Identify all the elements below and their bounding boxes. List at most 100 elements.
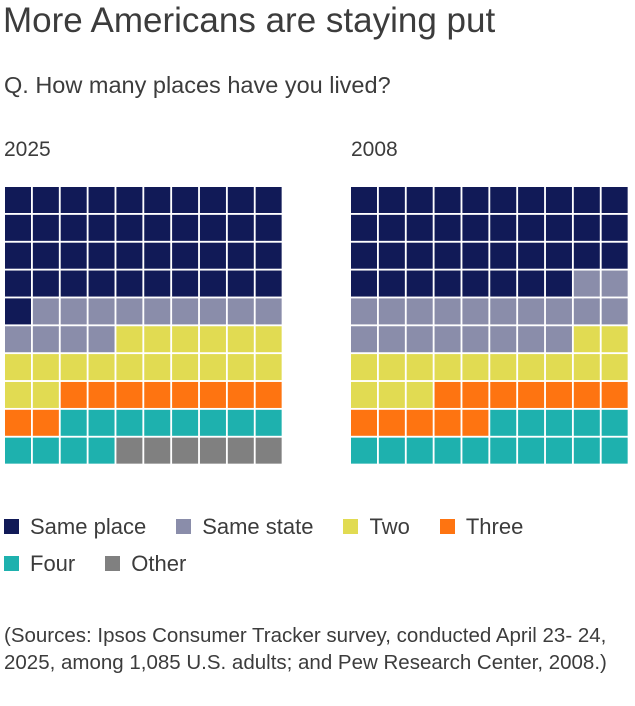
waffle-chart-2008 [351, 187, 628, 464]
waffle-cell-same-place [434, 242, 461, 269]
panel-label-2008: 2008 [351, 138, 398, 161]
waffle-cell-four [5, 437, 31, 464]
source-note: (Sources: Ipsos Consumer Tracker survey,… [4, 624, 607, 674]
waffle-cell-same-place [60, 270, 87, 297]
waffle-cell-four [573, 409, 600, 436]
waffle-cell-four [545, 409, 572, 436]
waffle-cell-same-place [116, 214, 143, 241]
legend-item-four: Four [4, 551, 75, 577]
waffle-cell-two [227, 326, 254, 353]
waffle-cell-same-state [378, 298, 405, 325]
waffle-cell-same-state [255, 298, 282, 325]
waffle-cell-three [434, 381, 461, 408]
waffle-cell-same-state [32, 298, 59, 325]
waffle-cell-two [490, 354, 517, 381]
waffle-cell-two [32, 381, 59, 408]
legend-item-same-place: Same place [4, 514, 146, 540]
waffle-cell-same-place [462, 187, 489, 213]
waffle-cell-same-place [434, 187, 461, 213]
waffle-cell-four [60, 437, 87, 464]
waffle-cell-same-place [88, 214, 115, 241]
waffle-cell-three [518, 381, 545, 408]
waffle-cell-same-place [88, 242, 115, 269]
legend-row-2: Four Other [4, 545, 624, 582]
waffle-cell-same-place [144, 187, 171, 213]
waffle-cell-same-state [518, 326, 545, 353]
waffle-cell-four [88, 409, 115, 436]
waffle-cell-two [172, 354, 199, 381]
waffle-cell-two [351, 381, 377, 408]
waffle-cell-same-place [406, 242, 433, 269]
waffle-cell-three [490, 381, 517, 408]
waffle-cell-same-place [378, 270, 405, 297]
waffle-cell-same-place [116, 270, 143, 297]
waffle-cell-same-state [573, 298, 600, 325]
waffle-cell-same-state [5, 326, 31, 353]
waffle-cell-same-place [88, 187, 115, 213]
waffle-cell-same-place [434, 214, 461, 241]
waffle-cell-three [462, 381, 489, 408]
waffle-cell-two [255, 354, 282, 381]
waffle-cell-same-place [255, 214, 282, 241]
waffle-cell-same-place [255, 242, 282, 269]
legend-label-two: Two [369, 513, 410, 539]
waffle-cell-same-state [172, 298, 199, 325]
waffle-cell-same-place [32, 187, 59, 213]
waffle-cell-four [518, 437, 545, 464]
waffle-cell-two [32, 354, 59, 381]
waffle-cell-same-place [351, 187, 377, 213]
waffle-cell-same-place [406, 214, 433, 241]
waffle-cell-three [351, 409, 377, 436]
waffle-cell-same-place [601, 242, 628, 269]
waffle-cell-same-place [60, 187, 87, 213]
waffle-cell-four [573, 437, 600, 464]
waffle-cell-same-place [573, 187, 600, 213]
waffle-cell-same-state [351, 298, 377, 325]
waffle-cell-same-place [255, 187, 282, 213]
waffle-cell-same-state [60, 298, 87, 325]
waffle-cell-same-place [545, 214, 572, 241]
waffle-cell-two [5, 381, 31, 408]
waffle-cell-same-place [88, 270, 115, 297]
legend-label-same-place: Same place [30, 513, 147, 539]
legend-item-other: Other [105, 551, 186, 577]
legend-row-1: Same place Same state Two Three [4, 508, 624, 545]
waffle-cell-same-place [60, 242, 87, 269]
waffle-cell-two [172, 326, 199, 353]
waffle-cell-same-place [351, 242, 377, 269]
waffle-cell-same-place [144, 242, 171, 269]
waffle-cell-same-place [378, 187, 405, 213]
waffle-cell-same-state [601, 270, 628, 297]
waffle-cell-four [60, 409, 87, 436]
waffle-cell-other [144, 437, 171, 464]
legend-item-three: Three [439, 513, 524, 540]
waffle-cell-two [545, 354, 572, 381]
waffle-cell-four [199, 409, 226, 436]
waffle-cell-three [255, 381, 282, 408]
waffle-cell-same-state [462, 298, 489, 325]
waffle-cell-same-place [490, 242, 517, 269]
waffle-cell-two [434, 354, 461, 381]
waffle-cell-three [88, 381, 115, 408]
waffle-cell-three [227, 381, 254, 408]
waffle-cell-same-state [601, 298, 628, 325]
waffle-cell-same-place [601, 187, 628, 213]
waffle-cell-same-place [5, 214, 31, 241]
waffle-cell-same-state [573, 270, 600, 297]
waffle-cell-three [199, 381, 226, 408]
waffle-cell-two [462, 354, 489, 381]
waffle-cell-same-place [601, 214, 628, 241]
waffle-cell-four [462, 437, 489, 464]
legend-label-three: Three [465, 513, 524, 539]
waffle-cell-two [378, 381, 405, 408]
waffle-cell-same-place [518, 270, 545, 297]
waffle-cell-three [573, 381, 600, 408]
waffle-cell-same-place [351, 214, 377, 241]
waffle-cell-same-state [434, 326, 461, 353]
waffle-cell-same-state [351, 326, 377, 353]
waffle-cell-same-place [172, 187, 199, 213]
waffle-cell-same-place [227, 214, 254, 241]
waffle-cell-same-place [518, 187, 545, 213]
waffle-cell-same-place [32, 242, 59, 269]
waffle-cell-three [172, 381, 199, 408]
